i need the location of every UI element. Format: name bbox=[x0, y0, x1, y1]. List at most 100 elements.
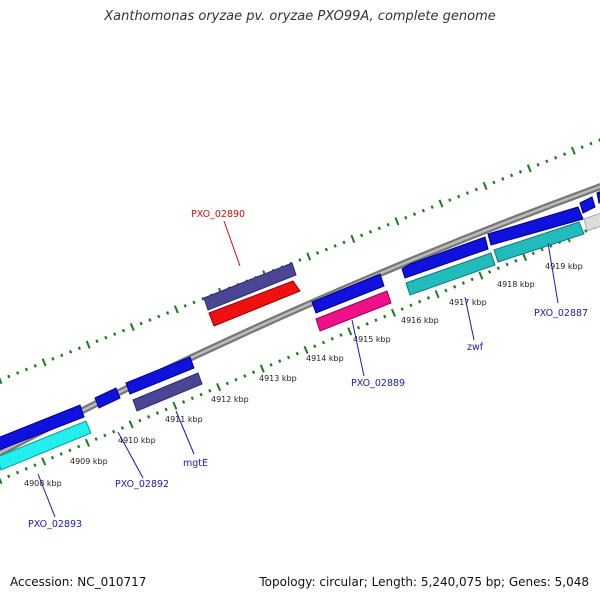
tick-mark bbox=[182, 400, 186, 404]
tick-mark bbox=[501, 177, 505, 181]
tick-mark bbox=[386, 222, 390, 227]
tick-mark bbox=[121, 328, 126, 333]
gene-pxo-02889-fwd[interactable] bbox=[311, 273, 385, 314]
tick-mark bbox=[77, 346, 81, 351]
tick-mark bbox=[201, 297, 205, 301]
tick-mark bbox=[536, 162, 540, 167]
kbp-label: 4908 kbp bbox=[24, 479, 62, 488]
gene-label-pxo-02889[interactable]: PXO_02889 bbox=[351, 378, 405, 389]
gene-pxo-02889-rev[interactable] bbox=[315, 290, 392, 332]
tick-mark bbox=[488, 270, 492, 274]
gene-zwf-rev[interactable] bbox=[405, 252, 496, 296]
genome-summary-text: Topology: circular; Length: 5,240,075 bp… bbox=[259, 575, 589, 589]
tick-mark bbox=[24, 367, 29, 372]
gene-label-pxo-02887[interactable]: PXO_02887 bbox=[534, 308, 588, 319]
tick-mark bbox=[562, 152, 567, 156]
kbp-label: 4912 kbp bbox=[211, 395, 249, 404]
gene-pxo-02887-rev[interactable] bbox=[493, 221, 585, 263]
tick-mark bbox=[51, 357, 55, 361]
gene-pxo-02892-fwd[interactable] bbox=[94, 387, 121, 409]
tick-mark bbox=[33, 364, 37, 368]
kbp-label: 4914 kbp bbox=[306, 354, 344, 363]
tick-mark bbox=[173, 305, 179, 314]
tick-mark bbox=[374, 318, 378, 323]
tick-mark bbox=[400, 307, 404, 311]
tick-mark bbox=[394, 217, 400, 226]
gene-label-pxo-02893[interactable]: PXO_02893 bbox=[28, 519, 82, 530]
tick-mark bbox=[522, 252, 528, 262]
tick-mark bbox=[59, 452, 63, 456]
tick-mark bbox=[120, 426, 125, 430]
tick-mark bbox=[430, 205, 434, 209]
kbp-label: 4918 kbp bbox=[497, 280, 535, 289]
gene-pxo-02890-fwd[interactable] bbox=[203, 262, 297, 311]
kbp-label: 4913 kbp bbox=[259, 374, 297, 383]
tick-mark bbox=[68, 448, 72, 453]
gene-label-pxo-02890[interactable]: PXO_02890 bbox=[191, 209, 245, 220]
tick-mark bbox=[243, 374, 247, 378]
tick-mark bbox=[545, 159, 549, 164]
tick-mark bbox=[365, 322, 369, 326]
tick-mark bbox=[129, 322, 135, 332]
tick-mark bbox=[518, 170, 522, 174]
tick-mark bbox=[377, 226, 381, 231]
outer-tick-band bbox=[0, 138, 600, 385]
tick-mark bbox=[33, 463, 37, 467]
tick-mark bbox=[324, 247, 328, 252]
tick-mark bbox=[199, 392, 203, 397]
tick-mark bbox=[496, 266, 500, 271]
gene-labels: PXO_02890 PXO_02889 PXO_02887 zwf mgtE P… bbox=[28, 209, 588, 530]
tick-mark bbox=[306, 252, 312, 261]
tick-mark bbox=[225, 381, 229, 386]
gene-pxo-02888[interactable] bbox=[401, 236, 489, 279]
tick-mark bbox=[16, 371, 20, 375]
tick-mark bbox=[482, 181, 488, 191]
tick-mark bbox=[148, 318, 152, 322]
tick-mark bbox=[390, 308, 396, 317]
tick-mark bbox=[505, 262, 509, 267]
tick-mark bbox=[461, 281, 465, 285]
tick-mark bbox=[448, 198, 452, 202]
gene-pxo-02886[interactable] bbox=[579, 196, 596, 214]
tick-mark bbox=[259, 364, 265, 373]
tick-mark bbox=[164, 407, 168, 412]
gene-pxo-02885[interactable] bbox=[596, 190, 600, 204]
gene-label-zwf[interactable]: zwf bbox=[467, 342, 484, 353]
gene-label-pxo-02892[interactable]: PXO_02892 bbox=[115, 479, 169, 490]
tick-mark bbox=[157, 314, 161, 319]
tick-mark bbox=[303, 345, 309, 355]
kbp-labels: 4908 kbp 4909 kbp 4910 kbp 4911 kbp 4912… bbox=[24, 262, 583, 488]
tick-mark bbox=[85, 340, 91, 349]
tick-mark bbox=[418, 299, 422, 304]
tick-mark bbox=[7, 474, 11, 479]
gene-pxo-02893-rev[interactable] bbox=[0, 420, 92, 471]
forward-features bbox=[0, 190, 600, 451]
tick-mark bbox=[298, 258, 302, 262]
gene-label-mgtE[interactable]: mgtE bbox=[183, 458, 208, 469]
inner-tick-band bbox=[0, 225, 597, 485]
kbp-label: 4915 kbp bbox=[353, 335, 391, 344]
gene-pxo-02887-grey[interactable] bbox=[583, 212, 600, 232]
tick-mark bbox=[465, 191, 470, 195]
tick-mark bbox=[474, 187, 478, 192]
tick-mark bbox=[554, 155, 558, 160]
tick-mark bbox=[139, 321, 143, 326]
gene-zwf-fwd[interactable] bbox=[487, 206, 584, 246]
tick-mark bbox=[360, 233, 364, 238]
tick-mark bbox=[24, 467, 28, 471]
tick-mark bbox=[510, 173, 514, 178]
tick-mark bbox=[412, 212, 417, 216]
tick-mark bbox=[368, 230, 373, 234]
tick-mark bbox=[192, 300, 196, 305]
gene-pxo-02893-fwd[interactable] bbox=[0, 404, 85, 451]
kbp-label: 4911 kbp bbox=[165, 415, 203, 424]
tick-mark bbox=[421, 208, 425, 213]
gene-mgtE-rev[interactable] bbox=[132, 372, 203, 412]
tick-mark bbox=[0, 377, 3, 385]
tick-mark bbox=[295, 351, 299, 356]
gene-mgtE-fwd[interactable] bbox=[125, 356, 195, 395]
tick-mark bbox=[404, 215, 408, 220]
gene-pxo-02890-red[interactable] bbox=[208, 280, 301, 327]
tick-mark bbox=[269, 362, 273, 367]
